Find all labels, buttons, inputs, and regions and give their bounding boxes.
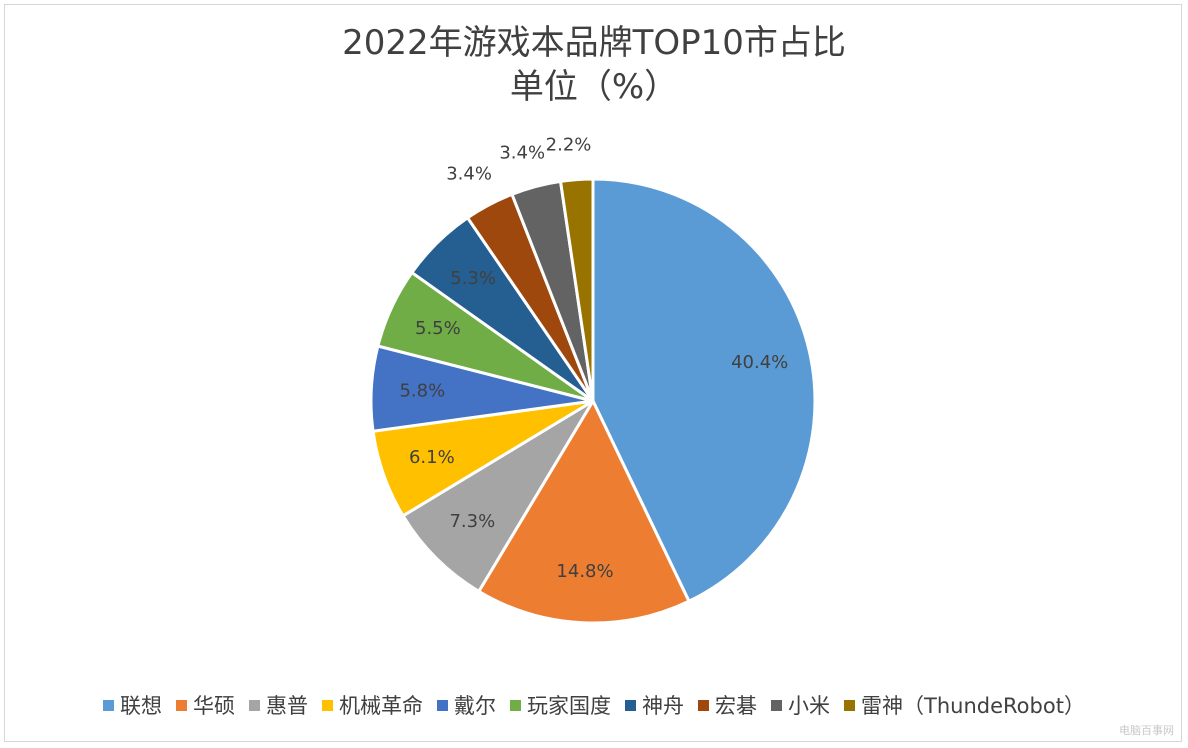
legend-swatch: [698, 699, 710, 711]
legend-swatch: [249, 699, 261, 711]
legend-label: 雷神（ThundeRobot）: [861, 694, 1085, 718]
chart-subtitle: 单位（%）: [509, 67, 679, 107]
watermark: 电脑百事网: [1119, 724, 1174, 737]
legend-swatch: [103, 699, 115, 711]
pie-data-label-7: 5.3%: [450, 268, 496, 289]
legend-item-3: 惠普: [249, 690, 308, 720]
legend-label: 机械革命: [339, 694, 424, 718]
pie-data-label-3: 7.3%: [449, 511, 495, 532]
pie-slice-1: [591, 177, 817, 603]
legend-item-8: 宏碁: [698, 690, 757, 720]
pie-chart: 40.4%14.8%7.3%6.1%5.8%5.5%5.3%3.4%3.4% 2.…: [369, 135, 817, 625]
pie-slice-3: [401, 399, 595, 593]
legend-swatch: [176, 699, 188, 711]
pie-data-label-8: 3.4%: [446, 163, 492, 184]
legend-label: 惠普: [266, 694, 309, 718]
legend-label: 宏碁: [715, 694, 758, 718]
legend-label: 戴尔: [454, 694, 497, 718]
pie-data-label-4: 6.1%: [409, 447, 455, 468]
pie-data-label-1: 40.4%: [731, 352, 788, 373]
legend-label: 玩家国度: [527, 694, 612, 718]
pie-data-label-10: 2.2%: [546, 135, 592, 156]
legend-swatch: [844, 699, 856, 711]
pie-data-label-6: 5.5%: [415, 318, 461, 339]
legend-swatch: [322, 699, 334, 711]
pie-slice-10: [559, 177, 595, 403]
legend-swatch: [510, 699, 522, 711]
pie-data-label-5: 5.8%: [399, 380, 445, 401]
pie-slice-2: [477, 399, 691, 625]
legend-label: 联想: [120, 694, 163, 718]
legend-item-1: 联想: [103, 690, 162, 720]
chart-title: 2022年游戏本品牌TOP10市占比: [342, 23, 846, 63]
pie-data-label-2: 14.8%: [556, 561, 613, 582]
legend-item-10: 雷神（ThundeRobot）: [844, 690, 1085, 720]
legend-label: 小米: [788, 694, 831, 718]
legend-swatch: [437, 699, 449, 711]
legend-item-4: 机械革命: [322, 690, 423, 720]
legend-item-2: 华硕: [176, 690, 235, 720]
legend-item-6: 玩家国度: [510, 690, 611, 720]
chart-legend: 联想 华硕 惠普 机械革命 戴尔 玩家国度 神舟 宏碁 小米 雷神（ThundeRobot）: [0, 690, 1188, 720]
legend-label: 华硕: [193, 694, 236, 718]
legend-item-9: 小米: [771, 690, 830, 720]
legend-swatch: [771, 699, 783, 711]
legend-item-7: 神舟: [625, 690, 684, 720]
legend-item-5: 戴尔: [437, 690, 496, 720]
pie-data-label-9: 3.4%: [499, 142, 545, 163]
legend-label: 神舟: [642, 694, 685, 718]
legend-swatch: [625, 699, 637, 711]
